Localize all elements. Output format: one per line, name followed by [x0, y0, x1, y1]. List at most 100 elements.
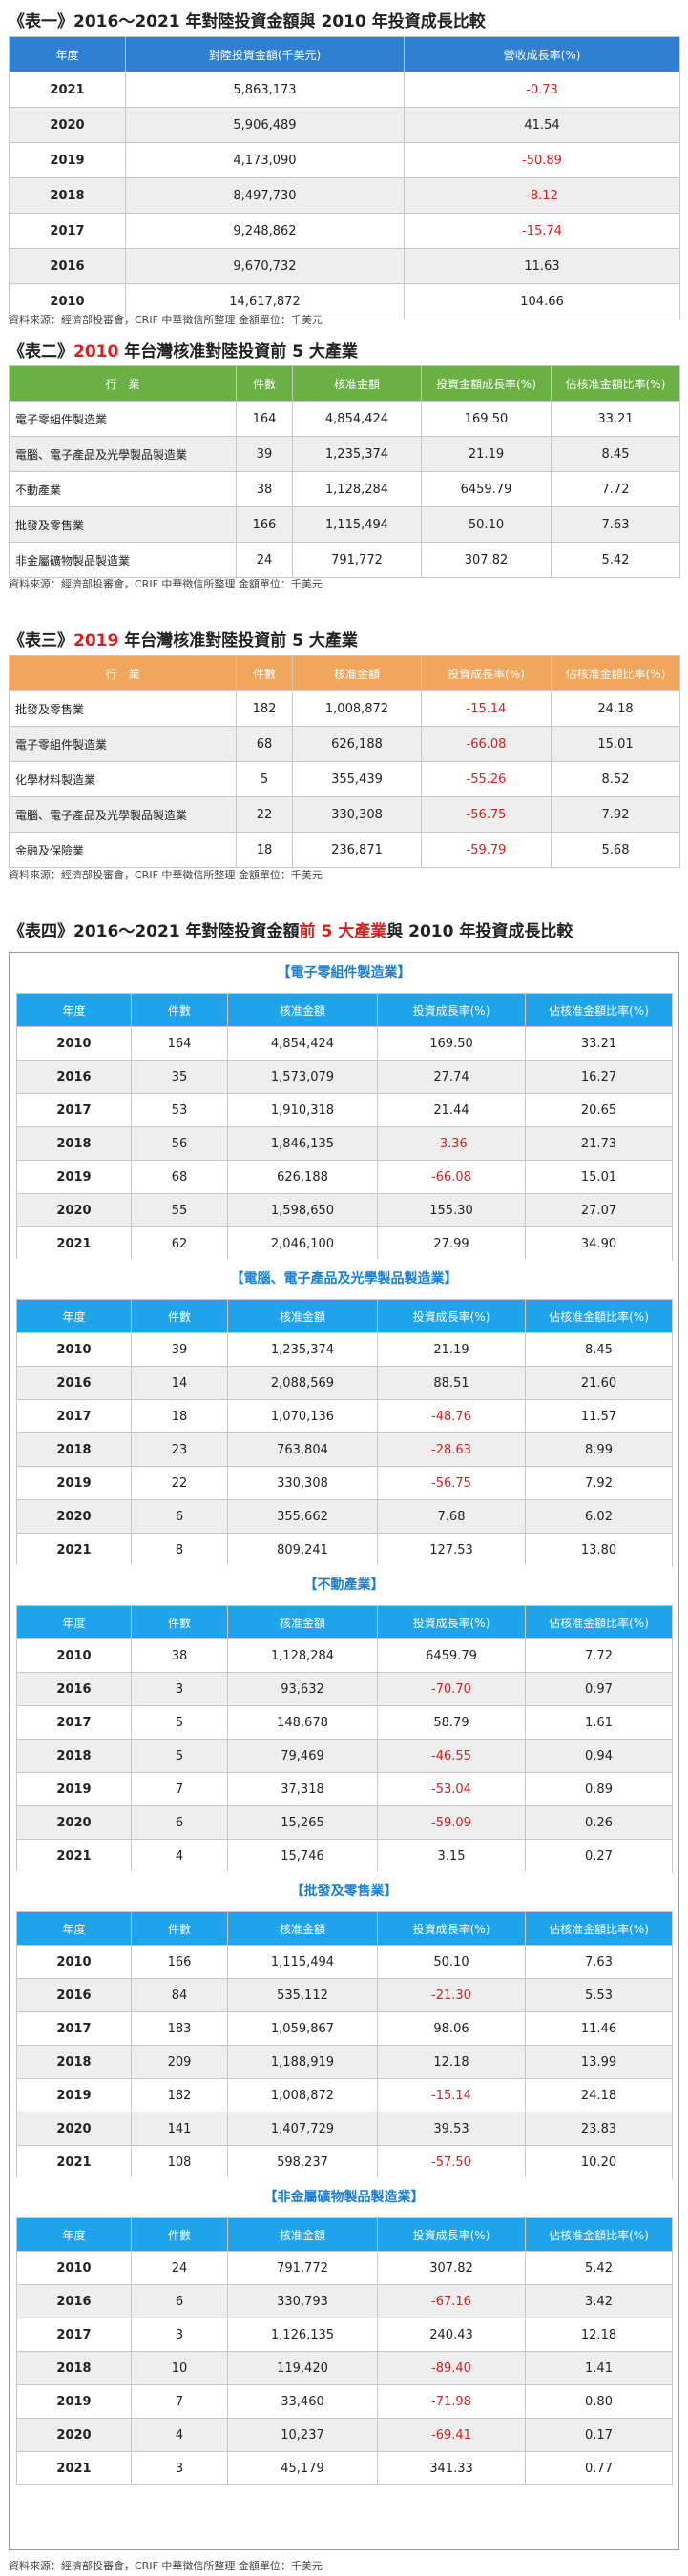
table3-title: 《表三》2019 年台灣核准對陸投資前 5 大產業 — [9, 631, 358, 650]
table4-cell-count: 24 — [131, 2251, 228, 2285]
table4-cell-year: 2019 — [16, 1772, 132, 1806]
table4-header-count: 件數 — [131, 1911, 228, 1946]
table1-cell-year: 2021 — [9, 72, 126, 108]
table4-cell-amount: 1,008,872 — [227, 2078, 378, 2112]
table2-cell-industry: 不動產業 — [9, 471, 237, 507]
table4-cell-share: 0.17 — [525, 2418, 673, 2452]
table2-header-count: 件數 — [236, 365, 293, 402]
table4-row: 2018 56 1,846,135 -3.36 21.73 — [16, 1126, 673, 1161]
table1-cell-year: 2019 — [9, 142, 126, 178]
table1-row: 2010 14,617,872 104.66 — [9, 283, 680, 319]
table2-cell-industry: 非金屬礦物製品製造業 — [9, 542, 237, 578]
table4-cell-amount: 2,088,569 — [227, 1366, 378, 1400]
table4-cell-count: 55 — [131, 1193, 228, 1227]
table2-row: 批發及零售業 166 1,115,494 50.10 7.63 — [9, 506, 680, 543]
table4-cell-year: 2019 — [16, 2078, 132, 2112]
table4-cell-amount: 1,573,079 — [227, 1060, 378, 1094]
table4-cell-count: 84 — [131, 1978, 228, 2012]
table4-row: 2020 6 355,662 7.68 6.02 — [16, 1499, 673, 1534]
table4-cell-count: 4 — [131, 2418, 228, 2452]
table2-header-share: 佔核准金額比率(%) — [551, 365, 680, 402]
table1-cell-growth: -0.73 — [404, 72, 680, 108]
table4-cell-amount: 1,235,374 — [227, 1332, 378, 1367]
table2-row: 不動產業 38 1,128,284 6459.79 7.72 — [9, 471, 680, 507]
table4-cell-count: 7 — [131, 2384, 228, 2419]
table4-cell-amount: 809,241 — [227, 1533, 378, 1567]
table4-title: 《表四》2016～2021 年對陸投資金額前 5 大產業與 2010 年投資成長… — [9, 922, 573, 941]
table4-cell-growth: 50.10 — [377, 1945, 526, 1979]
table4-cell-year: 2018 — [16, 2351, 132, 2385]
table2-header-amount: 核准金額 — [292, 365, 422, 402]
table4-cell-count: 53 — [131, 1093, 228, 1127]
table4-cell-share: 5.42 — [525, 2251, 673, 2285]
table4-cell-growth: 98.06 — [377, 2011, 526, 2046]
table4-cell-growth: -28.63 — [377, 1432, 526, 1467]
table4-cell-amount: 119,420 — [227, 2351, 378, 2385]
table2-row: 電腦、電子產品及光學製品製造業 39 1,235,374 21.19 8.45 — [9, 436, 680, 472]
table4-row: 2019 7 33,460 -71.98 0.80 — [16, 2384, 673, 2419]
table4-cell-growth: 27.74 — [377, 1060, 526, 1094]
table4-cell-growth: 21.44 — [377, 1093, 526, 1127]
table4-cell-share: 0.77 — [525, 2451, 673, 2485]
table3-cell-growth: -15.14 — [421, 690, 552, 727]
table4-cell-year: 2018 — [16, 1432, 132, 1467]
table3-cell-share: 8.52 — [551, 761, 680, 797]
table4-row: 2016 84 535,112 -21.30 5.53 — [16, 1978, 673, 2012]
table4-cell-count: 3 — [131, 1672, 228, 1706]
table2-source: 資料來源：經濟部投審會，CRIF 中華徵信所整理 金額單位：千美元 — [9, 578, 323, 590]
table4-row: 2021 4 15,746 3.15 0.27 — [16, 1839, 673, 1873]
table4-row: 2020 141 1,407,729 39.53 23.83 — [16, 2112, 673, 2146]
table4-cell-year: 2010 — [16, 2251, 132, 2285]
table4-row: 2021 3 45,179 341.33 0.77 — [16, 2451, 673, 2485]
table4-header-row: 年度 件數 核准金額 投資成長率(%) 佔核准金額比率(%) — [16, 993, 673, 1027]
table2-cell-share: 7.72 — [551, 471, 680, 507]
table4-cell-year: 2017 — [16, 1093, 132, 1127]
table4-cell-share: 6.02 — [525, 1499, 673, 1534]
table4-cell-growth: -59.09 — [377, 1805, 526, 1840]
table4-cell-growth: 169.50 — [377, 1026, 526, 1061]
table3-cell-industry: 化學材料製造業 — [9, 761, 237, 797]
table4-header-growth: 投資成長率(%) — [377, 1299, 526, 1333]
table4-cell-year: 2021 — [16, 1533, 132, 1567]
table3-cell-count: 22 — [236, 796, 293, 833]
table4-cell-count: 18 — [131, 1399, 228, 1433]
table3-cell-share: 24.18 — [551, 690, 680, 727]
table4-cell-share: 5.53 — [525, 1978, 673, 2012]
table4-section-table: 年度 件數 核准金額 投資成長率(%) 佔核准金額比率(%) 2010 38 1,128,28… — [16, 1605, 673, 1873]
table4-section-title: 【非金屬礦物製品製造業】 — [16, 2177, 672, 2217]
table4-cell-year: 2017 — [16, 2011, 132, 2046]
table3-cell-count: 68 — [236, 726, 293, 762]
table4-cell-share: 7.92 — [525, 1466, 673, 1500]
table1: 年度 對陸投資金額(千美元) 營收成長率(%) 2021 5,863,173 -0.… — [9, 36, 680, 319]
table4-cell-share: 0.94 — [525, 1739, 673, 1773]
table4-cell-share: 0.97 — [525, 1672, 673, 1706]
table4-cell-amount: 45,179 — [227, 2451, 378, 2485]
table4-cell-year: 2010 — [16, 1638, 132, 1673]
table3-cell-growth: -56.75 — [421, 796, 552, 833]
table4-cell-share: 20.65 — [525, 1093, 673, 1127]
table4-section-table: 年度 件數 核准金額 投資成長率(%) 佔核准金額比率(%) 2010 39 1,235,37… — [16, 1299, 673, 1567]
table2-cell-count: 164 — [236, 401, 293, 437]
table4-cell-amount: 1,188,919 — [227, 2045, 378, 2079]
table4-cell-growth: -89.40 — [377, 2351, 526, 2385]
table4-cell-growth: 12.18 — [377, 2045, 526, 2079]
table3-row: 電腦、電子產品及光學製品製造業 22 330,308 -56.75 7.92 — [9, 796, 680, 833]
table4-row: 2016 14 2,088,569 88.51 21.60 — [16, 1366, 673, 1400]
table4-row: 2019 68 626,188 -66.08 15.01 — [16, 1160, 673, 1194]
table3-row: 化學材料製造業 5 355,439 -55.26 8.52 — [9, 761, 680, 797]
table4-cell-count: 62 — [131, 1226, 228, 1261]
table4-section-title: 【批發及零售業】 — [16, 1871, 672, 1911]
table4-cell-amount: 330,308 — [227, 1466, 378, 1500]
table4-row: 2019 7 37,318 -53.04 0.89 — [16, 1772, 673, 1806]
table4-cell-share: 27.07 — [525, 1193, 673, 1227]
table4-cell-amount: 148,678 — [227, 1705, 378, 1740]
table4-cell-growth: -70.70 — [377, 1672, 526, 1706]
table4-cell-year: 2021 — [16, 2451, 132, 2485]
table1-cell-growth: 41.54 — [404, 107, 680, 143]
table4-header-share: 佔核准金額比率(%) — [525, 1299, 673, 1333]
table4-cell-amount: 1,115,494 — [227, 1945, 378, 1979]
table4-cell-year: 2018 — [16, 1126, 132, 1161]
table4-cell-growth: -66.08 — [377, 1160, 526, 1194]
table4-header-count: 件數 — [131, 993, 228, 1027]
table1-cell-year: 2020 — [9, 107, 126, 143]
